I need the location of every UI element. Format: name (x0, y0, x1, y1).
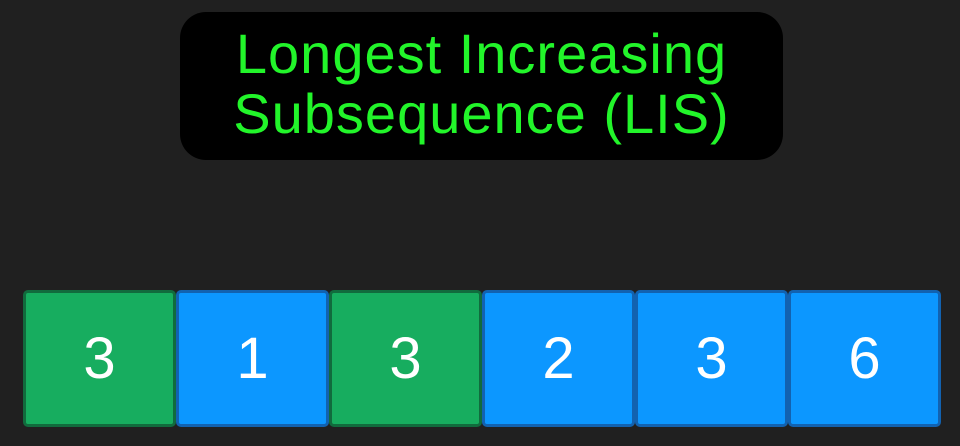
array-cell-0: 3 (23, 290, 176, 427)
title-line-1: Longest Increasing (235, 22, 728, 85)
title-box: Longest Increasing Subsequence (LIS) (180, 12, 783, 160)
array-row: 3 1 3 2 3 6 (23, 290, 941, 427)
array-cell-4: 3 (635, 290, 788, 427)
array-cell-1: 1 (176, 290, 329, 427)
cell-value: 6 (848, 326, 881, 391)
array-cell-3: 2 (482, 290, 635, 427)
array-cell-2: 3 (329, 290, 482, 427)
cell-value: 3 (83, 326, 116, 391)
cell-value: 2 (542, 326, 575, 391)
title-line-2: Subsequence (LIS) (233, 82, 730, 145)
array-cell-5: 6 (788, 290, 941, 427)
cell-value: 1 (236, 326, 269, 391)
cell-value: 3 (695, 326, 728, 391)
cell-value: 3 (389, 326, 422, 391)
